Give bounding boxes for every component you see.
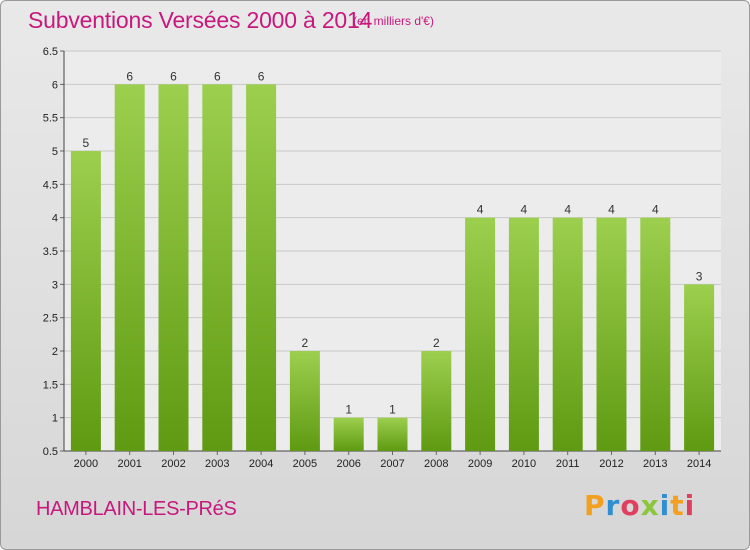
data-label: 1: [389, 403, 396, 417]
bar: [246, 84, 277, 451]
data-label: 4: [477, 203, 484, 217]
x-tick-label: 2006: [336, 458, 360, 470]
logo-letter: r: [605, 489, 621, 522]
y-tick-label: 4: [52, 213, 58, 225]
x-tick-label: 2008: [424, 458, 448, 470]
bar: [421, 351, 452, 451]
data-label: 1: [345, 403, 352, 417]
bar: [684, 284, 715, 451]
logo-letter: P: [584, 489, 606, 522]
y-tick-label: 0.5: [43, 446, 58, 458]
x-tick-label: 2001: [117, 458, 141, 470]
data-label: 4: [652, 203, 659, 217]
bar: [640, 217, 671, 451]
x-tick-label: 2012: [599, 458, 623, 470]
x-tick-label: 2011: [556, 458, 580, 470]
proxiti-logo: Proxiti: [584, 489, 695, 522]
y-tick-label: 5.5: [43, 113, 58, 125]
chart-title: Subventions Versées 2000 à 2014: [28, 7, 373, 33]
data-label: 5: [83, 136, 90, 150]
logo-letter: i: [684, 489, 696, 522]
x-tick-label: 2000: [74, 458, 98, 470]
data-label: 6: [214, 69, 221, 83]
y-tick-label: 6: [52, 79, 58, 91]
x-tick-label: 2013: [643, 458, 667, 470]
bar: [508, 217, 539, 451]
logo-letter: x: [640, 489, 660, 522]
y-tick-label: 1: [52, 413, 58, 425]
data-label: 3: [696, 269, 703, 283]
bar: [289, 351, 320, 451]
data-label: 6: [170, 69, 177, 83]
y-tick-label: 3.5: [43, 246, 58, 258]
x-tick-label: 2010: [512, 458, 536, 470]
data-label: 4: [521, 203, 528, 217]
logo-letter: o: [620, 489, 641, 522]
location-name: HAMBLAIN-LES-PRéS: [36, 498, 237, 520]
x-tick-label: 2014: [687, 458, 711, 470]
y-tick-label: 4.5: [43, 179, 58, 191]
y-tick-label: 3: [52, 279, 58, 291]
y-tick-label: 5: [52, 146, 58, 158]
bar: [552, 217, 583, 451]
data-label: 6: [126, 69, 133, 83]
bar: [70, 151, 101, 451]
bar: [158, 84, 189, 451]
x-tick-label: 2005: [293, 458, 317, 470]
y-tick-label: 2: [52, 346, 58, 358]
x-tick-label: 2002: [161, 458, 185, 470]
y-tick-label: 1.5: [43, 379, 58, 391]
bar: [377, 417, 408, 451]
logo-letter: t: [670, 489, 685, 522]
x-tick-label: 2004: [249, 458, 273, 470]
y-tick-label: 2.5: [43, 313, 58, 325]
chart-subtitle: (en milliers d'€): [353, 14, 434, 28]
x-tick-label: 2009: [468, 458, 492, 470]
bar: [465, 217, 496, 451]
bar: [114, 84, 145, 451]
bar: [333, 417, 364, 451]
x-tick-label: 2003: [205, 458, 229, 470]
data-label: 2: [302, 336, 309, 350]
data-label: 4: [564, 203, 571, 217]
bar: [596, 217, 627, 451]
bar: [202, 84, 233, 451]
data-label: 6: [258, 69, 265, 83]
x-tick-label: 2007: [380, 458, 404, 470]
logo-letter: i: [659, 489, 671, 522]
data-label: 4: [608, 203, 615, 217]
y-tick-label: 6.5: [43, 46, 58, 58]
data-label: 2: [433, 336, 440, 350]
